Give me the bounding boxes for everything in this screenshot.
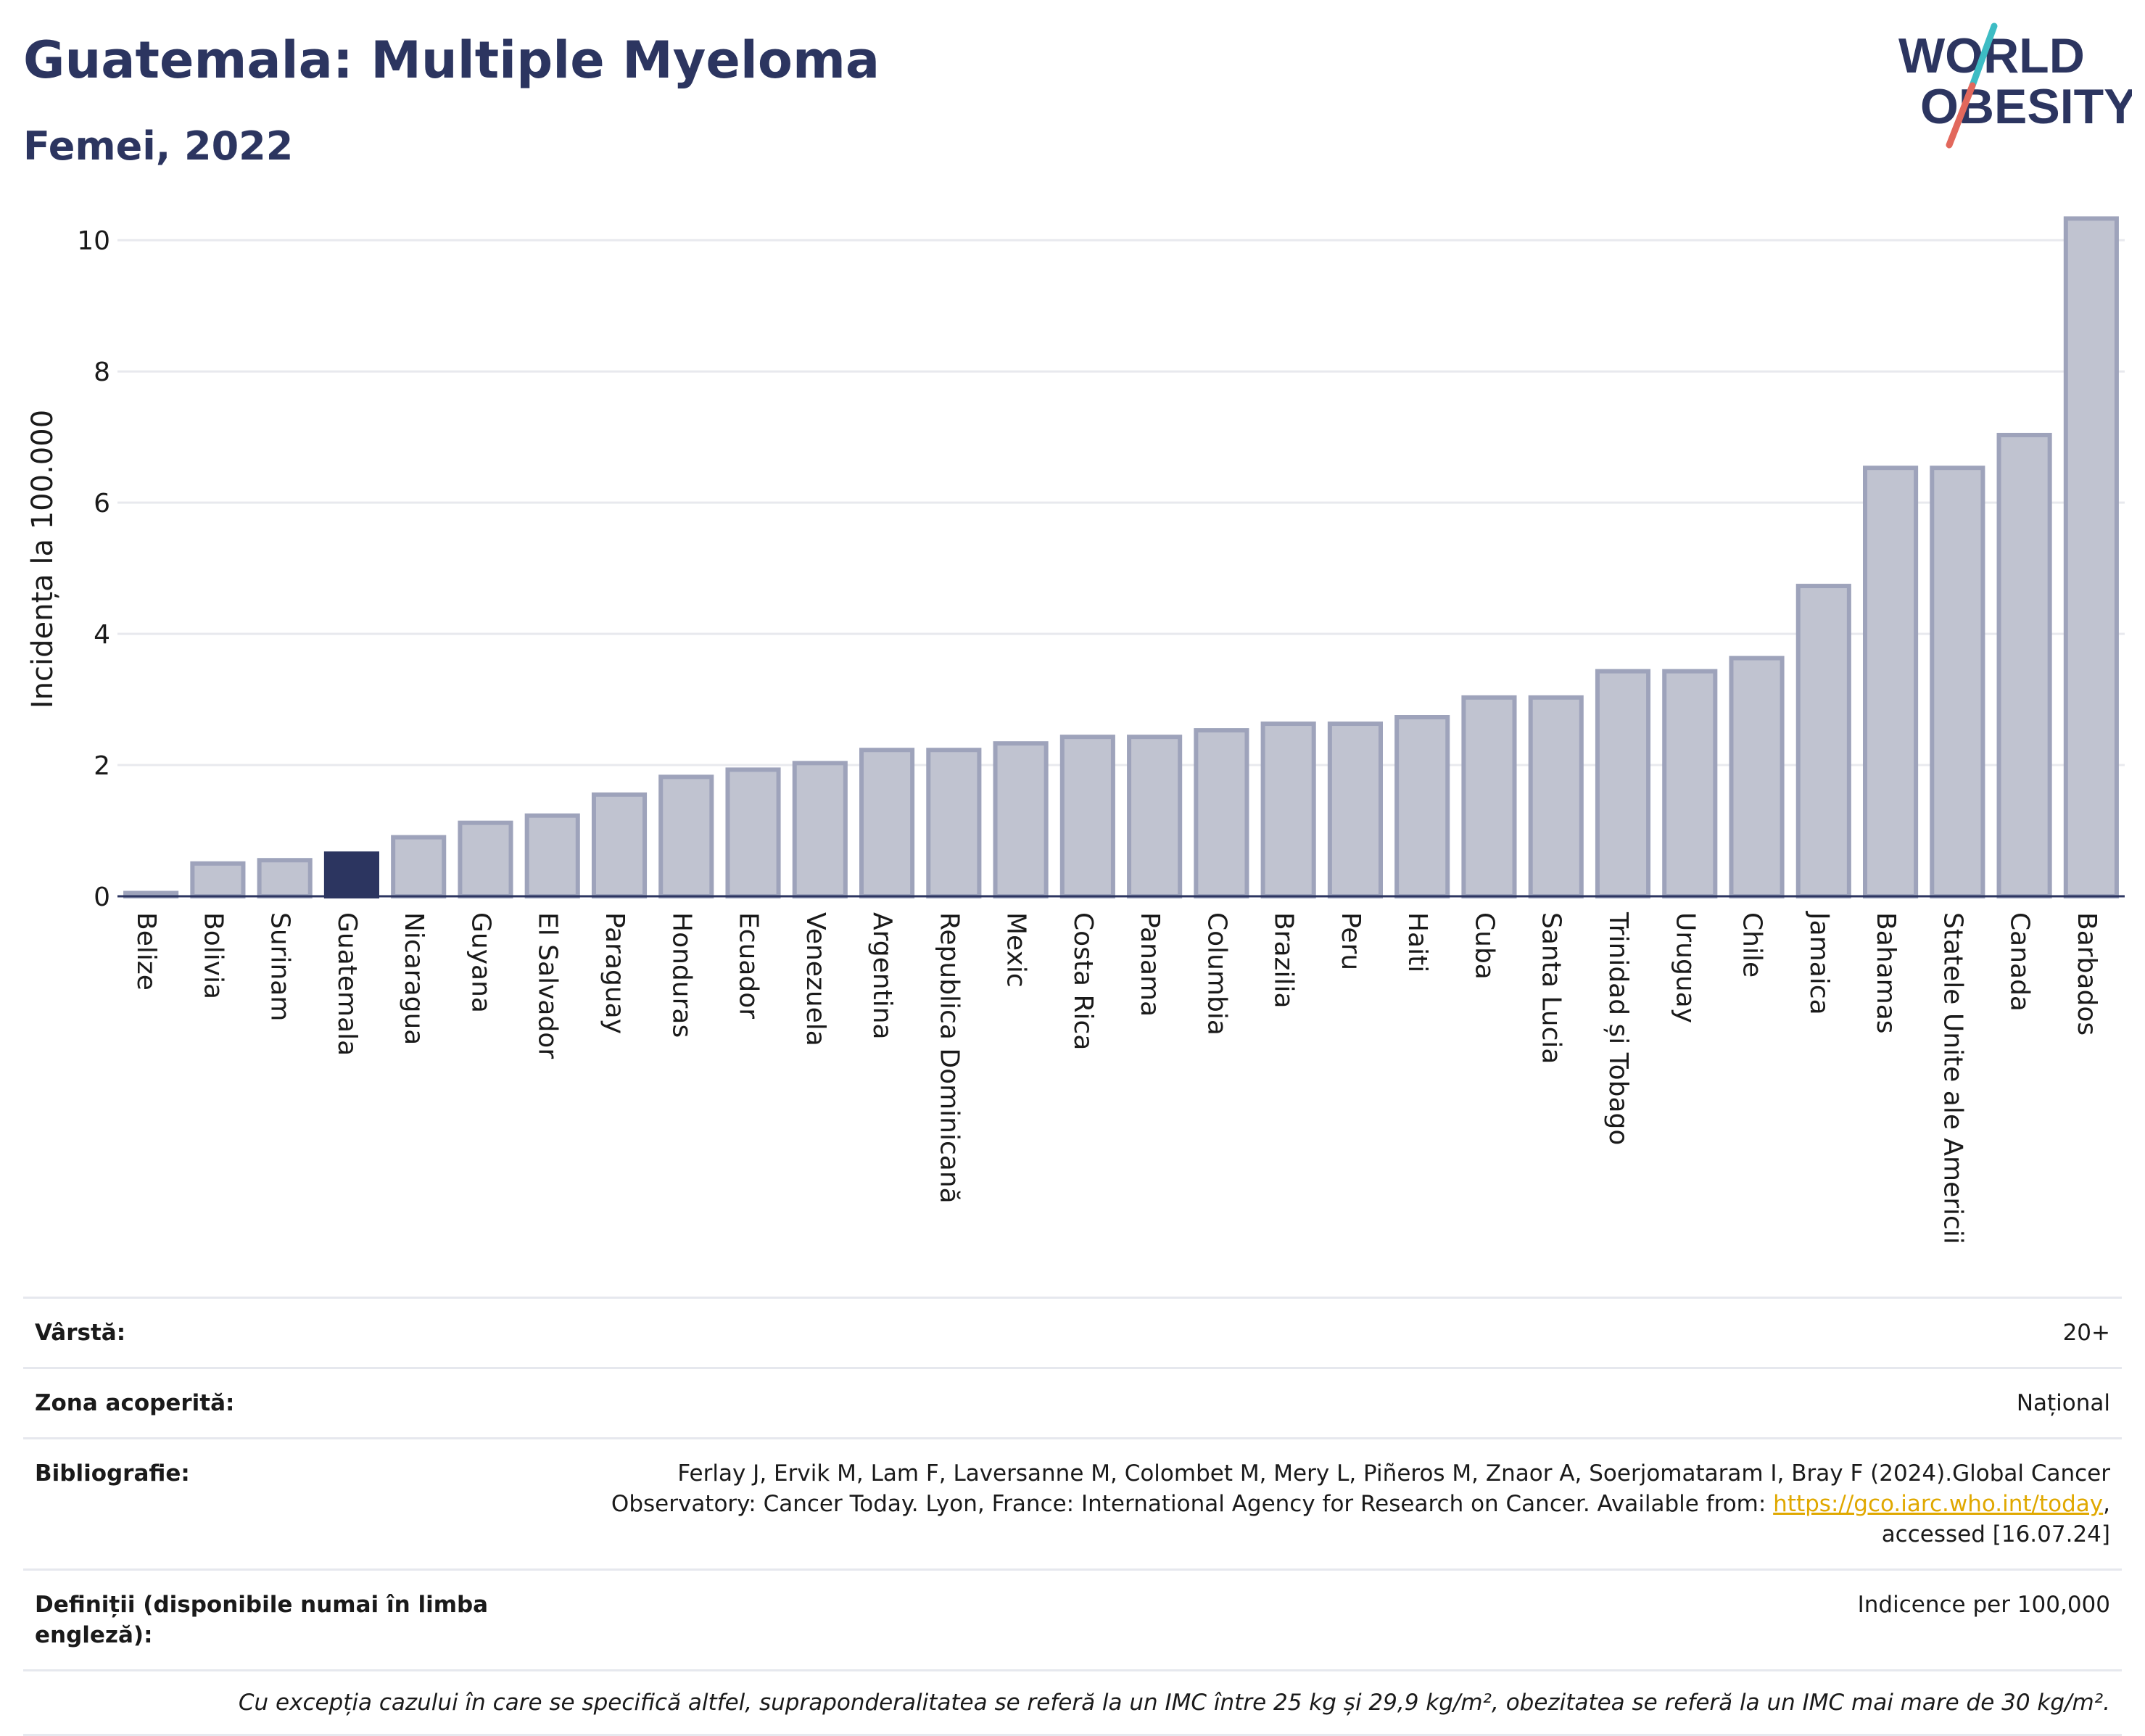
meta-label: Vârstă:: [35, 1320, 126, 1346]
chart-title: Guatemala: Multiple Myeloma: [23, 30, 880, 90]
bar-peru: [1327, 722, 1383, 898]
bar-guatemala: [323, 851, 379, 898]
x-tick-label: Mexic: [1001, 912, 1031, 988]
bibliography-text: Ferlay J, Ervik M, Lam F, Laversanne M, …: [611, 1460, 2110, 1517]
y-tick-label: 8: [94, 357, 110, 387]
bar-canada: [1996, 432, 2052, 898]
bar-jamaica: [1795, 584, 1851, 898]
x-tick-label: Costa Rica: [1068, 912, 1098, 1050]
bar-argentina: [859, 748, 915, 898]
bar-paraguay: [591, 792, 648, 899]
bar-venezuela: [792, 761, 848, 899]
bar-columbia: [1194, 728, 1249, 898]
x-tick-label: Argentina: [867, 912, 897, 1040]
bar-chile: [1729, 656, 1785, 898]
bar-brazilia: [1260, 722, 1316, 898]
x-tick-label: Cuba: [1469, 912, 1499, 980]
x-tick-label: Santa Lucia: [1537, 912, 1566, 1064]
bar-santa-lucia: [1528, 695, 1584, 898]
bar-uruguay: [1662, 669, 1718, 899]
x-tick-label: Honduras: [666, 912, 696, 1038]
x-tick-label: Ecuador: [734, 912, 764, 1019]
meta-row-definitions: Definiții (disponibile numai în limba en…: [23, 1568, 2122, 1669]
footnote: Cu excepția cazului în care se specifică…: [23, 1669, 2122, 1736]
meta-label: Zona acoperită:: [35, 1390, 235, 1416]
y-tick-label: 10: [77, 226, 110, 256]
x-tick-label: Haiti: [1402, 912, 1432, 972]
x-tick-label: Panama: [1135, 912, 1165, 1017]
x-tick-label: Brazilia: [1269, 912, 1299, 1009]
x-tick-label: Columbia: [1202, 912, 1231, 1036]
x-tick-label: Belize: [131, 912, 161, 991]
bar-barbados: [2063, 216, 2119, 898]
meta-value: Ferlay J, Ervik M, Lam F, Laversanne M, …: [551, 1458, 2110, 1550]
bibliography-tail: , accessed [16.07.24]: [1881, 1491, 2110, 1547]
y-tick-label: 4: [94, 620, 110, 650]
bar-trinidad-i-tobago: [1595, 669, 1651, 899]
bar-bolivia: [190, 861, 246, 899]
bar-cuba: [1461, 695, 1517, 898]
bar-mexic: [993, 741, 1049, 898]
grid-lines: [117, 239, 2125, 766]
x-tick-label: Guyana: [466, 912, 495, 1013]
x-tick-label: Venezuela: [801, 912, 830, 1046]
bar-ecuador: [725, 767, 781, 899]
bar-panama: [1127, 735, 1183, 899]
x-tick-label: Jamaica: [1804, 911, 1834, 1015]
y-tick-labels: 0 2 4 6 8 10: [77, 226, 110, 912]
y-tick-label: 6: [94, 489, 110, 518]
x-tick-labels: Belize Bolivia Surinam Guatemala Nicaragua Gu…: [131, 911, 2101, 1244]
bar-haiti: [1394, 715, 1450, 898]
x-tick-label: Peru: [1336, 912, 1365, 970]
meta-value: Național: [2016, 1390, 2110, 1416]
bar-statele-unite-ale-americii: [1930, 466, 1985, 898]
bar-el-salvador: [524, 813, 580, 898]
chart-subtitle: Femei, 2022: [23, 123, 294, 169]
bar-costa-rica: [1059, 735, 1115, 899]
bar-bahamas: [1863, 466, 1919, 898]
bars: [123, 216, 2119, 899]
x-tick-label: El Salvador: [533, 912, 563, 1059]
meta-row-coverage: Zona acoperită: Național: [23, 1367, 2122, 1437]
meta-label: Bibliografie:: [35, 1460, 190, 1487]
logo-slash-teal: [1969, 22, 1998, 89]
x-tick-label: Paraguay: [600, 912, 629, 1034]
bar-republica-dominican-: [926, 748, 982, 898]
x-tick-label: Guatemala: [332, 912, 362, 1056]
x-tick-label: Surinam: [265, 912, 295, 1021]
meta-value: 20+: [2062, 1320, 2110, 1346]
logo-slash-red: [1946, 82, 1976, 149]
bar-guyana: [458, 820, 513, 898]
x-tick-label: Trinidad și Tobago: [1603, 912, 1633, 1145]
x-tick-label: Uruguay: [1670, 912, 1700, 1023]
bar-surinam: [257, 858, 313, 898]
meta-row-bibliography: Bibliografie: Ferlay J, Ervik M, Lam F, …: [23, 1437, 2122, 1568]
y-tick-label: 0: [94, 883, 110, 912]
y-tick-label: 2: [94, 751, 110, 781]
x-tick-label: Republica Dominicană: [934, 912, 964, 1204]
x-tick-label: Nicaragua: [399, 912, 429, 1045]
meta-value: Indicence per 100,000: [1857, 1592, 2110, 1618]
world-obesity-logo: WORLD OBESITY: [1898, 22, 2132, 149]
bar-honduras: [658, 774, 714, 899]
x-tick-label: Barbados: [2072, 912, 2101, 1036]
x-tick-label: Statele Unite ale Americii: [1938, 912, 1967, 1244]
x-tick-label: Bolivia: [198, 912, 228, 999]
x-tick-label: Canada: [2005, 912, 2035, 1012]
meta-label: Definiții (disponibile numai în limba en…: [35, 1592, 489, 1648]
y-axis-label: Incidența la 100.000: [26, 410, 59, 708]
bibliography-link[interactable]: https://gco.iarc.who.int/today: [1773, 1491, 2104, 1517]
x-tick-label: Chile: [1737, 912, 1767, 977]
bar-nicaragua: [391, 835, 447, 898]
bar-chart: 0 2 4 6 8 10 Belize Bolivia Surinam Guatemala Nic…: [26, 216, 2125, 1244]
x-tick-label: Bahamas: [1871, 912, 1901, 1034]
meta-row-age: Vârstă: 20+: [23, 1297, 2122, 1367]
metadata-table: Vârstă: 20+ Zona acoperită: Național Bib…: [23, 1297, 2122, 1736]
